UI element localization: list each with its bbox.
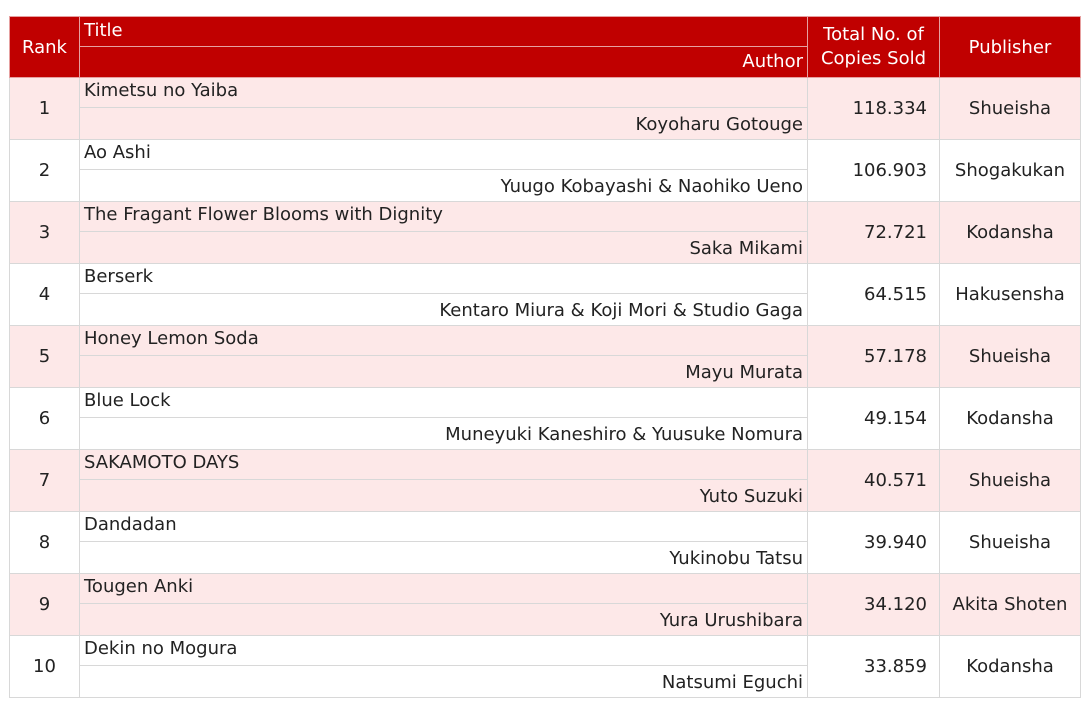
title-author-cell: Kimetsu no Yaiba Koyoharu Gotouge [79,77,808,140]
table-row: 3 The Fragant Flower Blooms with Dignity S… [9,201,1081,264]
publisher-cell: Kodansha [939,387,1081,450]
author-text: Yura Urushibara [659,610,803,631]
copies-cell: 40.571 [807,449,940,512]
table-row: 4 Berserk Kentaro Miura & Koji Mori & Stud… [9,263,1081,326]
author-text: Yuto Suzuki [699,486,803,507]
title-author-cell: Berserk Kentaro Miura & Koji Mori & Studi… [79,263,808,326]
title-text: Dekin no Mogura [80,636,807,666]
copies-cell: 33.859 [807,635,940,698]
title-text: Tougen Anki [80,574,807,604]
publisher-cell: Shueisha [939,511,1081,574]
title-author-cell: SAKAMOTO DAYS Yuto Suzuki [79,449,808,512]
title-text: Honey Lemon Soda [80,326,807,356]
header-rank: Rank [9,16,80,78]
author-text: Yukinobu Tatsu [669,548,803,569]
publisher-cell: Kodansha [939,201,1081,264]
author-text: Mayu Murata [685,362,803,383]
header-publisher: Publisher [939,16,1081,78]
table-body: 1 Kimetsu no Yaiba Koyoharu Gotouge 118.334… [9,77,1081,698]
title-author-cell: Ao Ashi Yuugo Kobayashi & Naohiko Ueno [79,139,808,202]
manga-sales-table: Rank Title Author Total No. of Copies So… [9,16,1081,698]
table-row: 9 Tougen Anki Yura Urushibara 34.120 Akita S… [9,573,1081,636]
title-text: Berserk [80,264,807,294]
table-row: 2 Ao Ashi Yuugo Kobayashi & Naohiko Ueno 10… [9,139,1081,202]
copies-cell: 64.515 [807,263,940,326]
title-author-cell: Tougen Anki Yura Urushibara [79,573,808,636]
copies-cell: 72.721 [807,201,940,264]
table-row: 6 Blue Lock Muneyuki Kaneshiro & Yuusuke N… [9,387,1081,450]
title-author-cell: Blue Lock Muneyuki Kaneshiro & Yuusuke No… [79,387,808,450]
author-text: Yuugo Kobayashi & Naohiko Ueno [500,176,803,197]
publisher-cell: Akita Shoten [939,573,1081,636]
copies-cell: 39.940 [807,511,940,574]
rank-cell: 9 [9,573,80,636]
copies-cell: 118.334 [807,77,940,140]
publisher-cell: Shueisha [939,325,1081,388]
header-author: Author [742,51,803,72]
copies-cell: 49.154 [807,387,940,450]
table-header: Rank Title Author Total No. of Copies So… [9,16,1081,78]
title-author-cell: Dekin no Mogura Natsumi Eguchi [79,635,808,698]
rank-cell: 4 [9,263,80,326]
rank-cell: 8 [9,511,80,574]
rank-cell: 10 [9,635,80,698]
title-text: SAKAMOTO DAYS [80,450,807,480]
author-text: Muneyuki Kaneshiro & Yuusuke Nomura [445,424,803,445]
table-row: 8 Dandadan Yukinobu Tatsu 39.940 Shueisha [9,511,1081,574]
author-text: Kentaro Miura & Koji Mori & Studio Gaga [439,300,803,321]
title-text: Kimetsu no Yaiba [80,78,807,108]
header-copies: Total No. of Copies Sold [807,16,940,78]
author-text: Saka Mikami [689,238,803,259]
publisher-cell: Hakusensha [939,263,1081,326]
publisher-cell: Shueisha [939,77,1081,140]
title-author-cell: The Fragant Flower Blooms with Dignity Sa… [79,201,808,264]
title-author-cell: Dandadan Yukinobu Tatsu [79,511,808,574]
rank-cell: 1 [9,77,80,140]
ranking-table-container: Rank Title Author Total No. of Copies So… [9,16,1081,698]
publisher-cell: Shogakukan [939,139,1081,202]
title-author-cell: Honey Lemon Soda Mayu Murata [79,325,808,388]
copies-cell: 106.903 [807,139,940,202]
title-text: Dandadan [80,512,807,542]
publisher-cell: Kodansha [939,635,1081,698]
table-row: 1 Kimetsu no Yaiba Koyoharu Gotouge 118.334… [9,77,1081,140]
title-text: The Fragant Flower Blooms with Dignity [80,202,807,232]
title-text: Ao Ashi [80,140,807,170]
rank-cell: 6 [9,387,80,450]
author-text: Natsumi Eguchi [661,672,803,693]
header-title-author: Title Author [79,16,808,78]
table-row: 5 Honey Lemon Soda Mayu Murata 57.178 Shueis… [9,325,1081,388]
copies-cell: 57.178 [807,325,940,388]
table-row: 10 Dekin no Mogura Natsumi Eguchi 33.859 Kod… [9,635,1081,698]
title-text: Blue Lock [80,388,807,418]
author-text: Koyoharu Gotouge [635,114,804,135]
header-title: Title [80,17,807,47]
table-row: 7 SAKAMOTO DAYS Yuto Suzuki 40.571 Shueisha [9,449,1081,512]
copies-cell: 34.120 [807,573,940,636]
rank-cell: 2 [9,139,80,202]
publisher-cell: Shueisha [939,449,1081,512]
rank-cell: 7 [9,449,80,512]
rank-cell: 3 [9,201,80,264]
rank-cell: 5 [9,325,80,388]
